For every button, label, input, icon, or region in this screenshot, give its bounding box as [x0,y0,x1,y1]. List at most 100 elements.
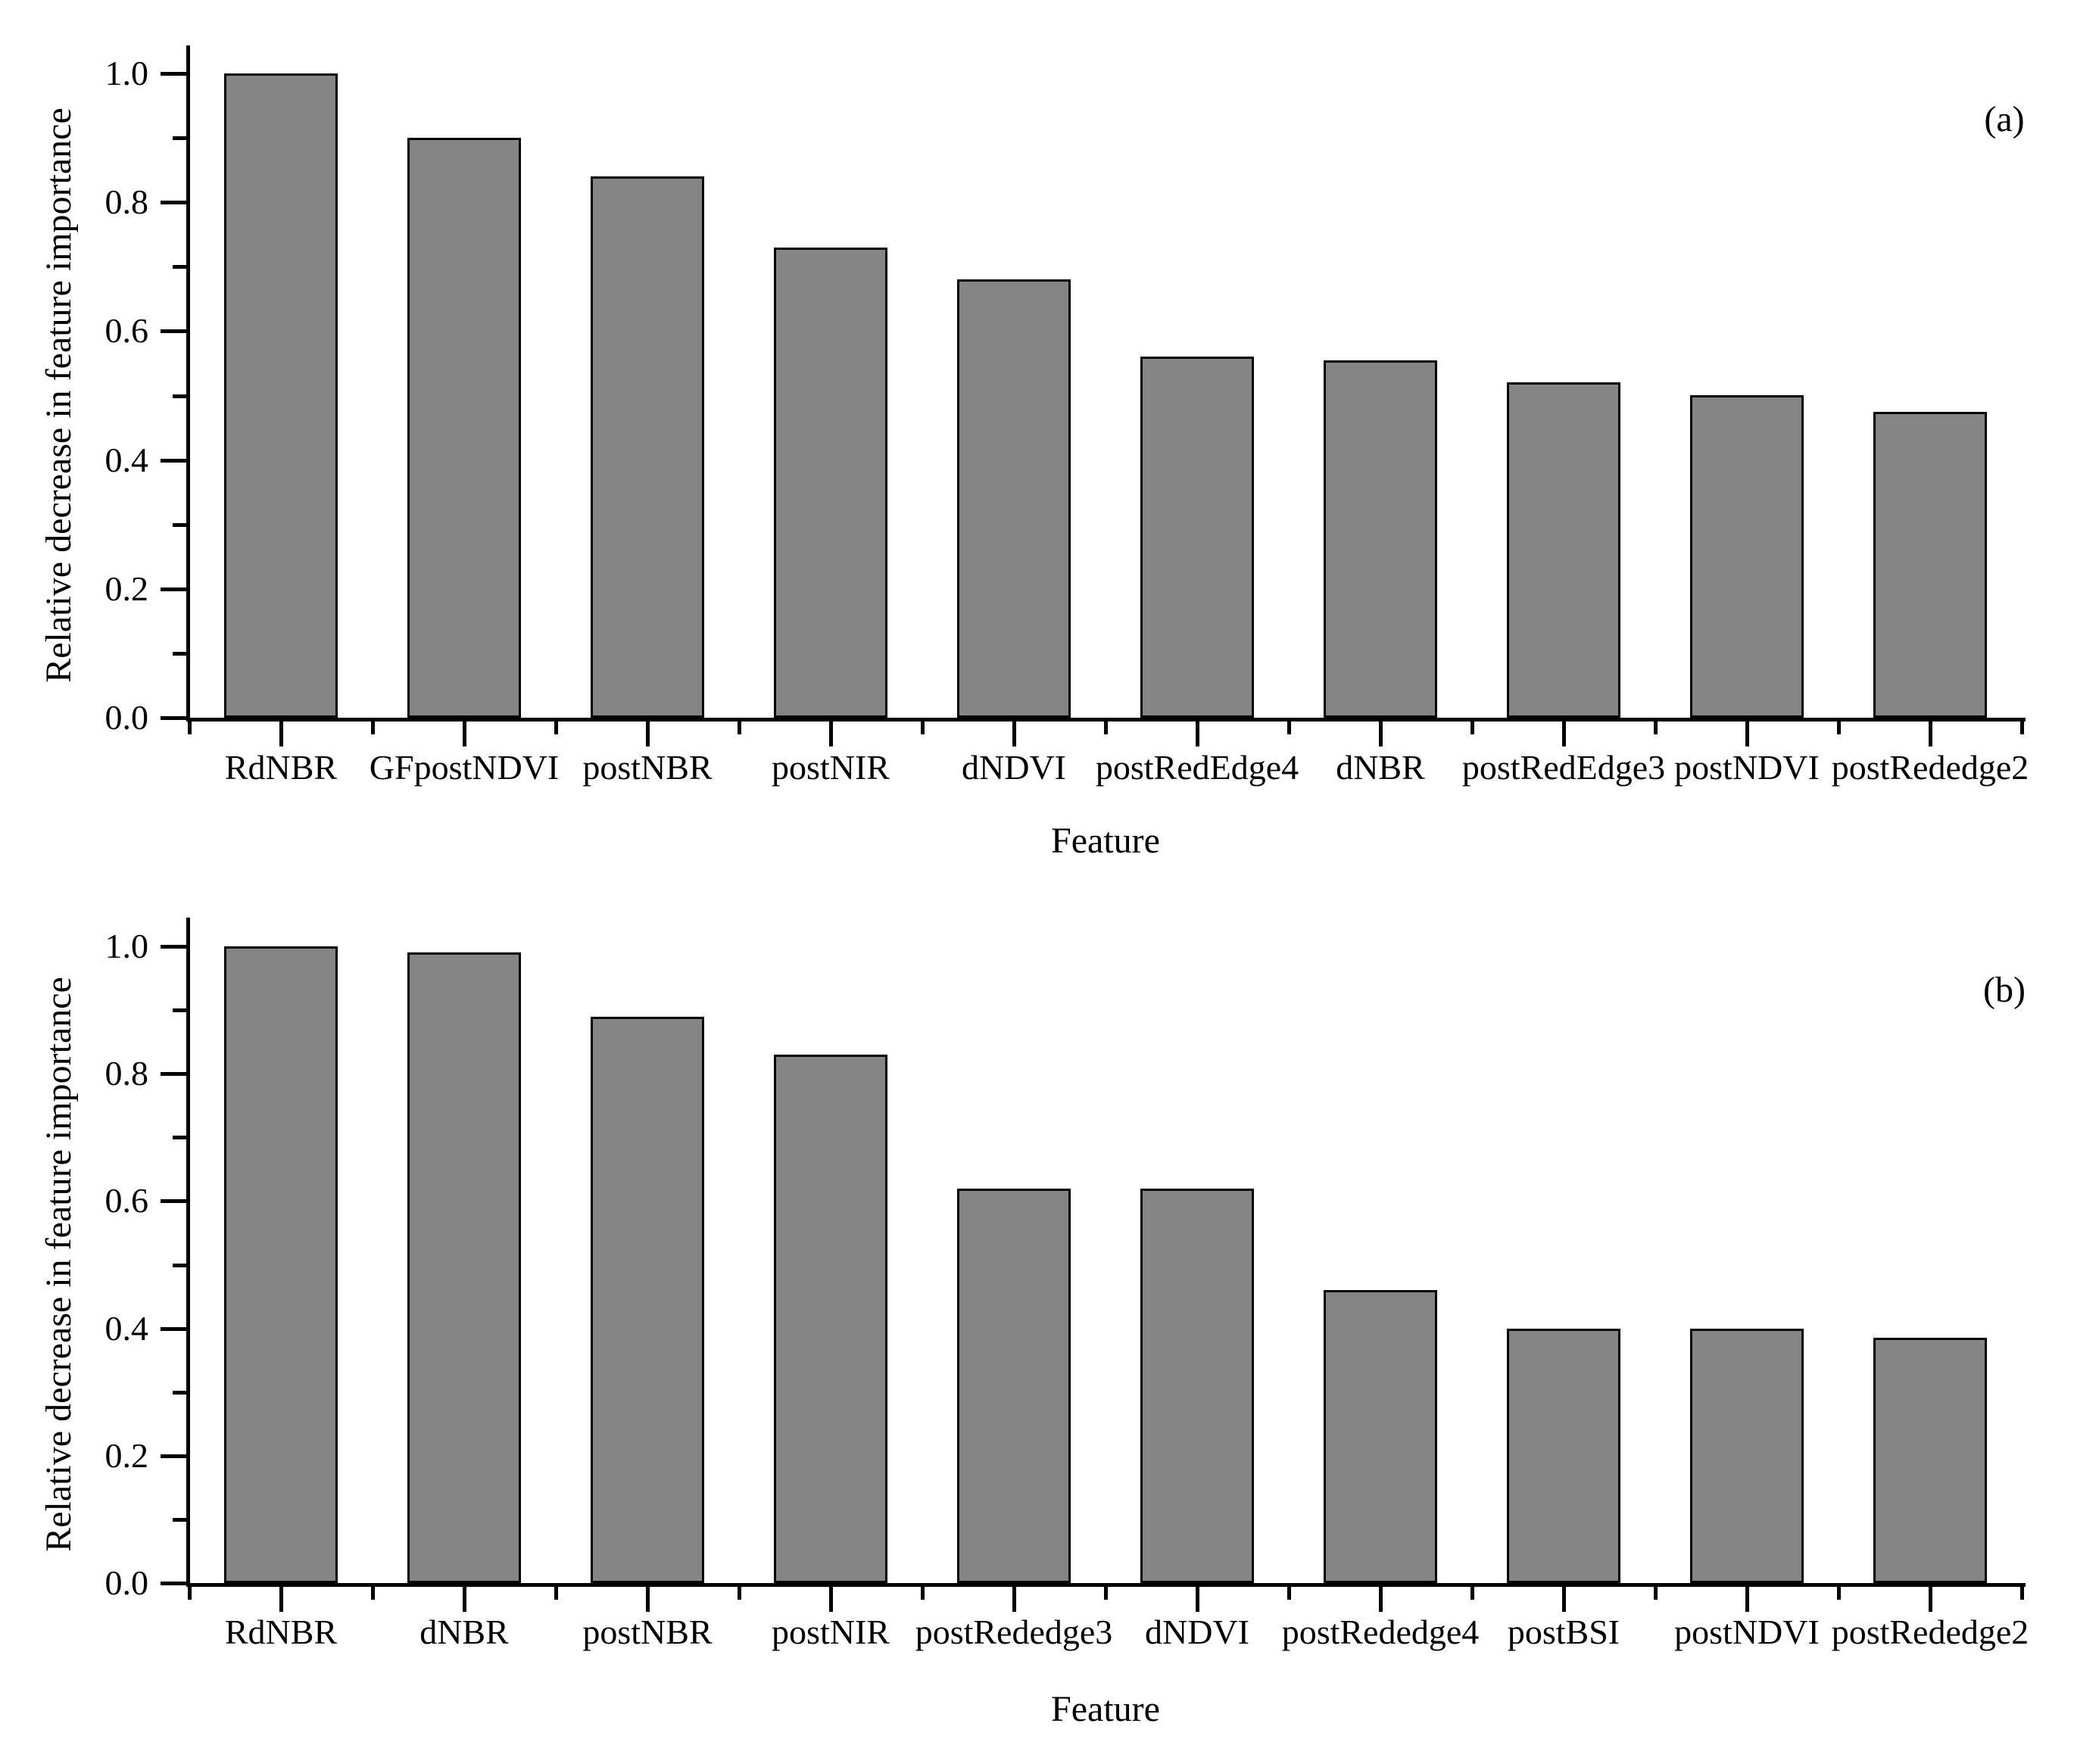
x-major-tick [1562,1583,1566,1612]
y-tick-label: 1.0 [104,54,149,92]
y-tick-label: 0.8 [104,182,149,221]
category-label: postRedEdge4 [1095,748,1299,787]
x-minor-tick [738,1583,741,1600]
x-major-tick [1196,1583,1199,1612]
category-label: postRededge2 [1831,1613,2029,1651]
panel-b-tag: (b) [1983,970,2026,1010]
panel-a-y-axis-title: Relative decrease in feature importance [39,108,79,683]
x-major-tick [1562,718,1566,746]
x-minor-tick [1471,1583,1474,1600]
bar-postNDVI [1690,1329,1804,1583]
x-major-tick [646,1583,650,1612]
x-minor-tick [1287,1583,1291,1600]
y-major-tick [161,587,186,591]
x-minor-tick [921,1583,925,1600]
y-minor-tick [173,1008,186,1012]
x-minor-tick [371,1583,375,1600]
x-minor-tick [2020,1583,2024,1600]
x-major-tick [1379,718,1383,746]
y-major-tick [161,1072,186,1076]
panel-a-x-axis-title: Feature [1051,821,1160,861]
x-major-tick [279,718,283,746]
y-minor-tick [173,265,186,269]
x-major-tick [646,718,650,746]
bar-postRededge3 [957,1189,1071,1583]
y-minor-tick [173,1391,186,1395]
y-axis-line [186,45,190,721]
bar-dNBR [1324,360,1437,718]
y-tick-label: 0.4 [104,1309,149,1348]
bar-postNIR [774,1055,887,1583]
y-major-tick [161,1327,186,1331]
y-minor-tick [173,394,186,398]
bar-RdNBR [224,946,338,1583]
x-major-tick [1196,718,1199,746]
x-minor-tick [371,718,375,734]
category-label: dNBR [1336,748,1425,787]
category-label: dNDVI [1145,1613,1249,1651]
y-minor-tick [173,1136,186,1139]
category-label: postNBR [582,748,713,787]
x-minor-tick [2020,718,2024,734]
x-minor-tick [188,718,192,734]
x-major-tick [1929,1583,1932,1612]
y-tick-label: 0.0 [104,698,149,737]
category-label: RdNBR [224,748,338,787]
x-major-tick [1012,1583,1016,1612]
y-major-tick [161,459,186,463]
x-major-tick [829,718,833,746]
x-major-tick [1929,718,1932,746]
category-label: dNBR [419,1613,509,1651]
category-label: postNBR [582,1613,713,1651]
category-label: postRedEdge3 [1461,748,1666,787]
y-major-tick [161,201,186,204]
x-major-tick [279,1583,283,1612]
bar-postRededge2 [1873,412,1987,718]
bar-postNBR [591,176,704,718]
category-label: dNDVI [962,748,1066,787]
bar-postRededge4 [1324,1290,1437,1583]
y-minor-tick [173,523,186,527]
bar-postNIR [774,248,887,718]
x-minor-tick [738,718,741,734]
bar-postNBR [591,1017,704,1583]
bar-RdNBR [224,73,338,718]
y-minor-tick [173,652,186,656]
bar-postRedEdge3 [1507,382,1620,718]
y-tick-label: 0.0 [104,1563,149,1602]
x-minor-tick [1287,718,1291,734]
y-tick-label: 0.6 [104,1181,149,1220]
x-major-tick [829,1583,833,1612]
x-minor-tick [554,1583,558,1600]
category-label: postNDVI [1674,1613,1820,1651]
y-major-tick [161,716,186,720]
panel-a-tag: (a) [1984,99,2025,139]
bar-dNDVI [957,279,1071,718]
bar-dNDVI [1140,1189,1254,1583]
x-major-tick [463,718,466,746]
y-minor-tick [173,1264,186,1267]
bar-postRededge2 [1873,1338,1987,1583]
x-minor-tick [188,1583,192,1600]
x-minor-tick [1654,1583,1658,1600]
category-label: postNIR [772,1613,890,1651]
y-axis-line [186,918,190,1587]
x-major-tick [1012,718,1016,746]
x-major-tick [1379,1583,1383,1612]
x-minor-tick [1654,718,1658,734]
x-minor-tick [1104,1583,1108,1600]
y-tick-label: 0.8 [104,1054,149,1092]
category-label: RdNBR [224,1613,338,1651]
panel-b-y-axis-title: Relative decrease in feature importance [39,977,79,1552]
y-minor-tick [173,136,186,140]
y-tick-label: 0.6 [104,311,149,350]
x-major-tick [1745,718,1749,746]
y-minor-tick [173,1518,186,1522]
bar-postBSI [1507,1329,1620,1583]
x-minor-tick [1837,718,1841,734]
y-major-tick [161,945,186,949]
y-major-tick [161,1582,186,1585]
y-major-tick [161,1454,186,1458]
bar-postNDVI [1690,395,1804,718]
x-major-tick [463,1583,466,1612]
